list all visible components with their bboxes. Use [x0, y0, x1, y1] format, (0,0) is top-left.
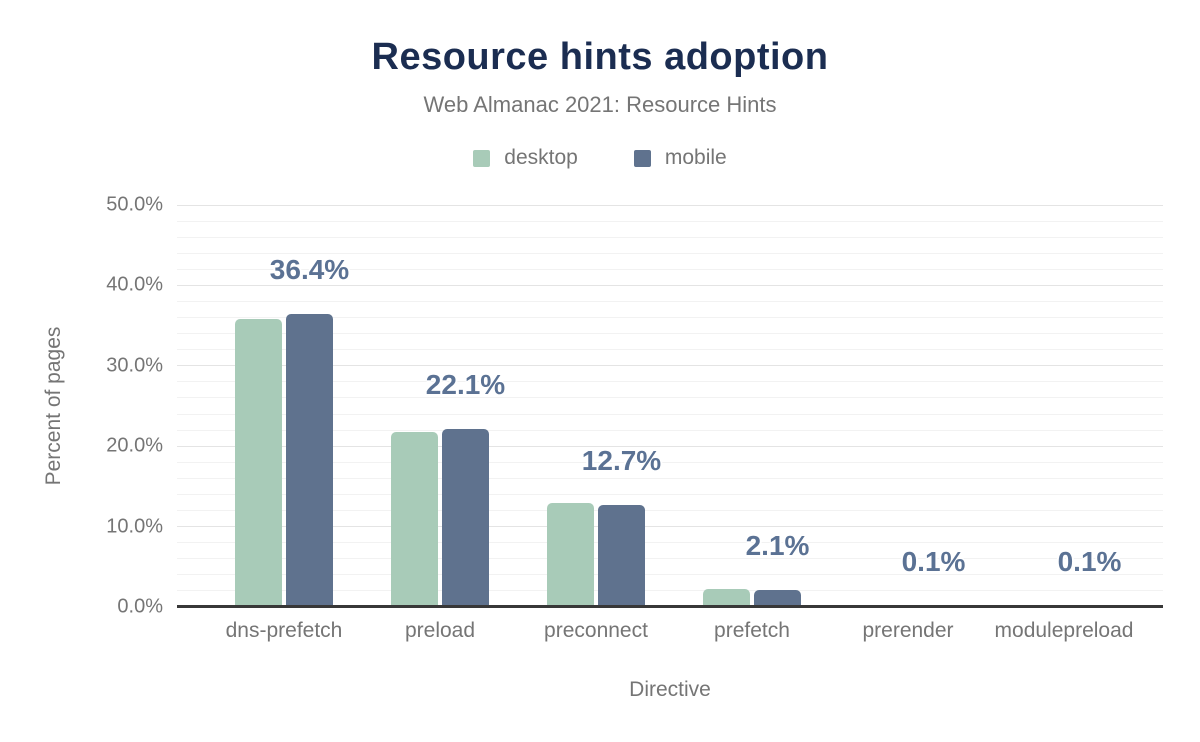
bar-desktop-prefetch [703, 589, 750, 607]
minor-gridline [177, 349, 1163, 351]
minor-gridline [177, 333, 1163, 335]
y-tick-label: 40.0% [106, 273, 163, 296]
y-tick-label: 0.0% [117, 595, 163, 618]
plot-area: 36.4% 22.1% 12.7% 2.1% 0.1% 0.1% [177, 204, 1163, 608]
value-label-preconnect: 12.7% [581, 444, 662, 476]
minor-gridline [177, 493, 1163, 495]
bar-desktop-preload [391, 432, 438, 607]
major-gridline [177, 526, 1163, 528]
minor-gridline [177, 236, 1163, 238]
x-tick-label-prefetch: prefetch [714, 619, 790, 642]
legend-label-mobile: mobile [664, 146, 727, 169]
bar-mobile-preconnect [598, 505, 645, 607]
y-tick-label: 10.0% [106, 515, 163, 538]
y-tick-label: 30.0% [106, 354, 163, 377]
value-label-preload: 22.1% [425, 369, 506, 401]
legend-label-desktop: desktop [504, 146, 578, 169]
bar-mobile-prefetch [754, 590, 801, 607]
minor-gridline [177, 252, 1163, 254]
x-tick-label-dns-prefetch: dns-prefetch [225, 619, 343, 642]
x-tick-label-preload: preload [404, 619, 476, 642]
chart-title: Resource hints adoption [371, 36, 829, 78]
y-tick-label: 50.0% [106, 193, 163, 216]
minor-gridline [177, 477, 1163, 479]
minor-gridline [177, 413, 1163, 415]
legend-item-desktop: desktop [473, 146, 578, 170]
bar-desktop-dns-prefetch [235, 319, 282, 607]
major-gridline [177, 284, 1163, 286]
x-axis-tick-labels: dns-prefetch preload preconnect prefetch pre… [177, 619, 1163, 645]
minor-gridline [177, 461, 1163, 463]
minor-gridline [177, 397, 1163, 399]
x-tick-label-prerender: prerender [862, 619, 954, 642]
value-label-modulepreload: 0.1% [1057, 546, 1122, 577]
minor-gridline [177, 268, 1163, 270]
minor-gridline [177, 220, 1163, 222]
value-label-prerender: 0.1% [901, 546, 966, 577]
value-label-prefetch: 2.1% [745, 530, 810, 562]
x-axis-title: Directive [629, 678, 711, 701]
minor-gridline [177, 542, 1163, 544]
mobile-swatch-icon [633, 149, 651, 167]
major-gridline [177, 365, 1163, 367]
minor-gridline [177, 300, 1163, 302]
minor-gridline [177, 558, 1163, 560]
minor-gridline [177, 317, 1163, 319]
bar-desktop-preconnect [547, 503, 594, 607]
x-axis-line [177, 605, 1163, 608]
minor-gridline [177, 510, 1163, 512]
minor-gridline [177, 574, 1163, 576]
chart-subtitle: Web Almanac 2021: Resource Hints [423, 92, 777, 117]
minor-gridline [177, 381, 1163, 383]
bar-mobile-preload [442, 429, 489, 607]
y-tick-label: 20.0% [106, 434, 163, 457]
x-tick-label-modulepreload: modulepreload [994, 619, 1134, 642]
x-tick-label-preconnect: preconnect [544, 619, 648, 642]
legend: desktop mobile [0, 146, 1200, 170]
legend-item-mobile: mobile [633, 146, 727, 170]
bar-mobile-dns-prefetch [286, 314, 333, 607]
minor-gridline [177, 590, 1163, 592]
desktop-swatch-icon [473, 149, 491, 167]
minor-gridline [177, 429, 1163, 431]
major-gridline [177, 204, 1163, 206]
y-axis-tick-labels: 0.0% 10.0% 20.0% 30.0% 40.0% 50.0% [0, 0, 163, 742]
value-label-dns-prefetch: 36.4% [269, 254, 350, 286]
major-gridline [177, 445, 1163, 447]
bars-layer [206, 205, 1142, 607]
